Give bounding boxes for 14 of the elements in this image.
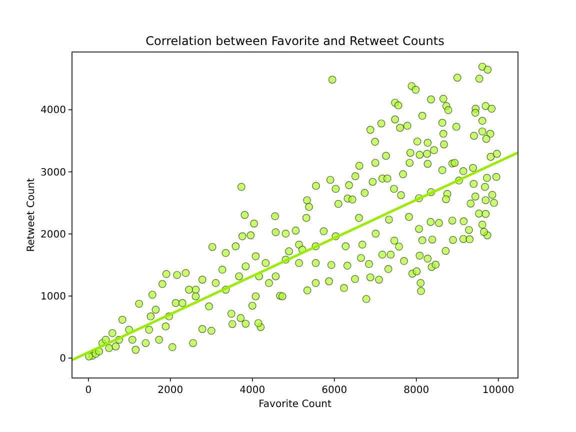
y-tick-label: 1000 xyxy=(40,292,66,303)
x-tick-label: 2000 xyxy=(158,385,184,396)
y-axis-title: Retweet Count xyxy=(26,178,37,252)
y-tick-label: 0 xyxy=(60,354,66,365)
x-axis-title: Favorite Count xyxy=(258,399,332,410)
y-tick-label: 3000 xyxy=(40,167,66,178)
x-tick-label: 0 xyxy=(85,385,92,396)
x-tick-label: 10000 xyxy=(482,385,514,396)
x-tick-label: 6000 xyxy=(322,385,348,396)
y-tick-label: 2000 xyxy=(40,229,66,240)
x-tick-label: 8000 xyxy=(404,385,430,396)
x-tick-label: 4000 xyxy=(240,385,266,396)
chart-title: Correlation between Favorite and Retweet Counts xyxy=(146,34,444,48)
y-tick-label: 4000 xyxy=(40,105,66,116)
